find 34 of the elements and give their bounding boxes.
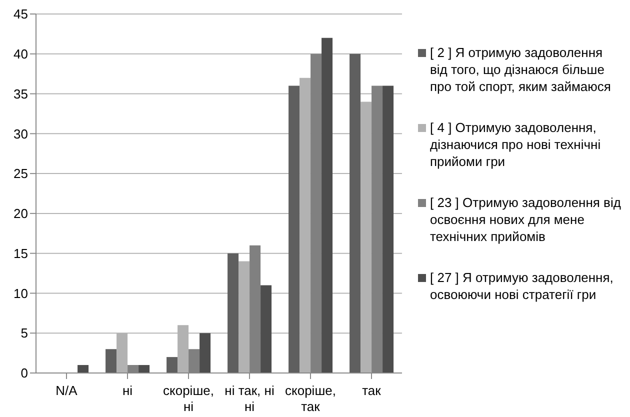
bar [288, 86, 300, 373]
x-tick-label: скоріше, ні [163, 383, 214, 414]
x-tick-label: скоріше, так [285, 383, 336, 414]
y-tick-label: 20 [14, 206, 28, 222]
bar [260, 285, 272, 373]
bar [138, 365, 150, 373]
y-tick-label: 35 [14, 86, 28, 102]
bar [382, 86, 394, 373]
legend-label: [ 4 ] Отримую задоволення, дізнаючися про нові технічні прийоми гри [430, 119, 602, 170]
y-tick-label: 30 [14, 126, 28, 142]
y-tick-label: 0 [20, 366, 28, 381]
bar [200, 333, 211, 373]
x-tick-label: ні [122, 383, 133, 398]
y-tick-label: 45 [14, 6, 28, 22]
y-tick-label: 5 [20, 326, 28, 341]
y-tick-label: 25 [14, 166, 28, 182]
bar [238, 261, 250, 373]
y-tick-label: 10 [14, 286, 28, 301]
legend-label: [ 23 ] Отримую задоволення від освоєння нових для мене технічних прийомів [430, 194, 622, 245]
x-tick-label: N/A [56, 383, 78, 398]
x-tick-label: так [362, 383, 382, 398]
bar [300, 78, 311, 373]
bar [166, 357, 178, 373]
legend-label: [ 2 ] Я отримую задоволення від того, що дізнаюся більше про той спорт, яким займаюся [430, 44, 612, 95]
y-tick-label: 40 [14, 46, 28, 62]
y-tick-label: 15 [14, 246, 28, 261]
bar [350, 54, 361, 373]
x-tick-label: ні так, ні ні [224, 383, 274, 414]
legend-label: [ 27 ] Я отримую задоволення, освоюючи нові стратегії гри [430, 269, 614, 303]
bar [322, 38, 333, 373]
bar [228, 253, 239, 373]
bar [78, 365, 89, 373]
bar [360, 102, 372, 373]
bar [106, 349, 117, 373]
